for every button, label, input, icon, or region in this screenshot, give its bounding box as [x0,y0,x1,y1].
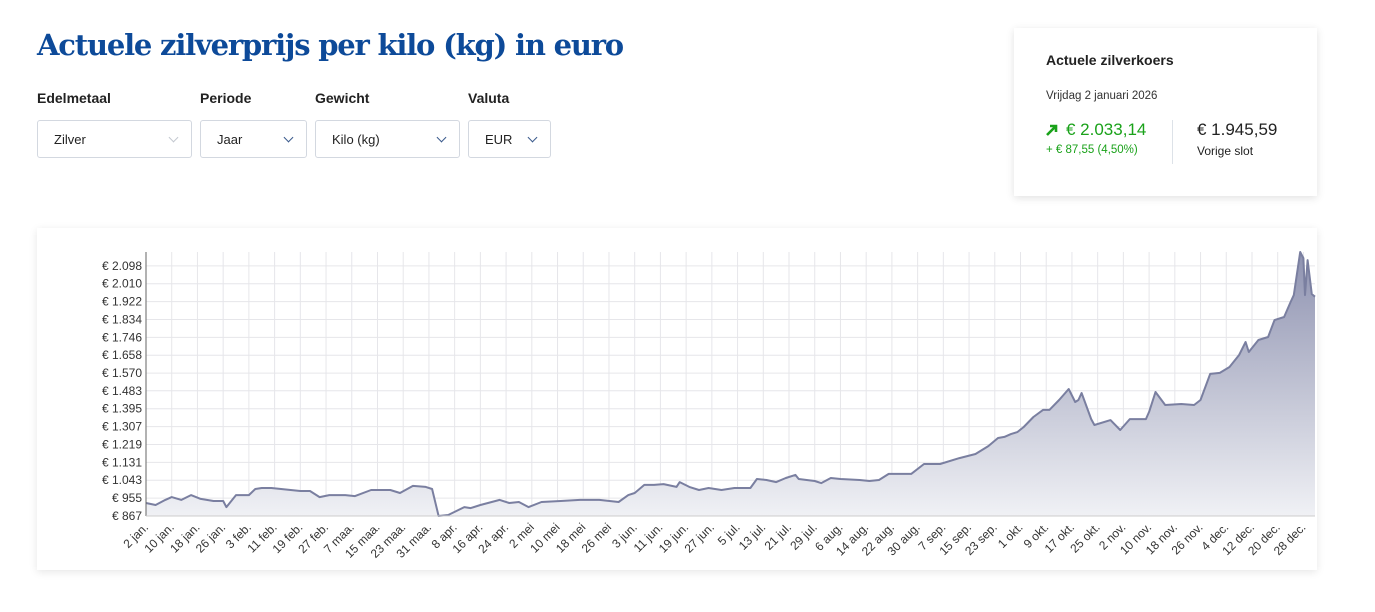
select-value: EUR [485,131,513,147]
filter-label: Edelmetaal [37,90,111,106]
chevron-down-icon [436,132,447,142]
filter-label: Valuta [468,90,510,106]
periode-select[interactable]: Jaar [200,120,307,158]
y-tick-label: € 1.483 [102,384,142,398]
current-price-block: € 2.033,14 + € 87,55 (4,50%) [1046,120,1173,164]
y-tick-label: € 955 [112,491,142,505]
y-tick-label: € 867 [112,509,142,523]
filter-label: Gewicht [315,90,370,106]
y-tick-label: € 1.131 [102,455,142,469]
edelmetaal-select[interactable]: Zilver [37,120,192,158]
x-tick-label: 25 okt. [1067,520,1102,555]
chevron-down-icon [527,132,538,142]
y-tick-label: € 1.395 [102,402,142,416]
quote-date: Vrijdag 2 januari 2026 [1046,90,1158,102]
previous-close: € 1.945,59 [1197,120,1278,139]
gewicht-select[interactable]: Kilo (kg) [315,120,460,158]
filter-edelmetaal: Edelmetaal Zilver [37,90,192,158]
x-tick-label: 13 jul. [736,520,769,553]
y-tick-label: € 2.010 [102,277,142,291]
current-price: € 2.033,14 [1066,120,1147,139]
y-tick-label: € 1.307 [102,420,142,434]
y-tick-label: € 1.922 [102,295,142,309]
price-change: + € 87,55 (4,50%) [1046,144,1138,156]
y-tick-label: € 1.834 [102,312,142,326]
previous-close-label: Vorige slot [1197,144,1254,158]
filter-periode: Periode Jaar [200,90,307,158]
chevron-down-icon [168,132,179,142]
price-line [145,251,1316,517]
valuta-select[interactable]: EUR [468,120,551,158]
page-title: Actuele zilverprijs per kilo (kg) in eur… [37,28,624,62]
chevron-down-icon [283,132,294,142]
y-tick-label: € 2.098 [102,259,142,273]
select-value: Zilver [54,131,86,147]
y-tick-label: € 1.570 [102,366,142,380]
previous-close-block: € 1.945,59 Vorige slot [1173,120,1277,164]
select-value: Jaar [217,131,243,147]
filter-gewicht: Gewicht Kilo (kg) [315,90,460,158]
quote-card: Actuele zilverkoers Vrijdag 2 januari 20… [1014,28,1317,196]
price-chart[interactable]: € 867 € 955 € 1.043 € 1.131 € 1.219 € 1.307 € … [37,228,1317,570]
x-tick-label: 26 mei [579,520,614,555]
price-area [146,252,1315,516]
y-tick-label: € 1.746 [102,330,142,344]
x-tick-label: 1 okt. [995,520,1026,551]
x-tick-label: 27 jun. [682,520,717,555]
x-tick-label: 21 jul. [762,520,795,553]
filter-label: Periode [200,90,252,106]
y-tick-label: € 1.658 [102,348,142,362]
select-value: Kilo (kg) [332,131,380,147]
arrow-up-right-icon [1046,124,1058,136]
y-tick-label: € 1.043 [102,473,142,487]
y-tick-label: € 1.219 [102,437,142,451]
price-chart-card: € 867 € 955 € 1.043 € 1.131 € 1.219 € 1.307 € … [37,228,1317,570]
x-tick-label: 26 jan. [193,520,228,555]
quote-title: Actuele zilverkoers [1046,52,1174,68]
filter-valuta: Valuta EUR [468,90,551,158]
